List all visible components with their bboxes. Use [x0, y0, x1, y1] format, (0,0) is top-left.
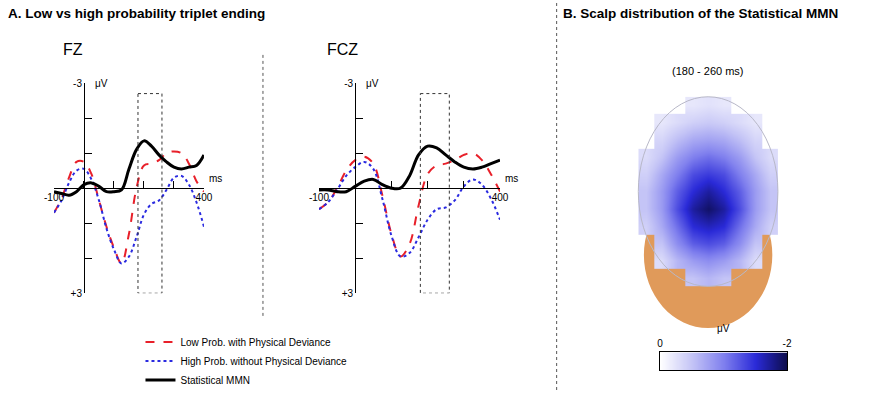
svg-text:+3: +3: [342, 288, 354, 299]
svg-text:μV: μV: [366, 78, 379, 89]
svg-text:-2: -2: [783, 338, 792, 349]
html-text:A. Low vs high probability tri: A. Low vs high probability triplet endin…: [8, 6, 266, 21]
svg-text:-100: -100: [309, 192, 329, 203]
svg-text:FZ: FZ: [63, 41, 83, 58]
svg-text:-3: -3: [73, 78, 82, 89]
svg-text:ms: ms: [505, 173, 518, 184]
svg-text:FCZ: FCZ: [327, 41, 358, 58]
svg-text:+3: +3: [71, 288, 83, 299]
svg-text:High Prob. without Physical De: High Prob. without Physical Deviance: [180, 356, 347, 367]
svg-text:400: 400: [492, 192, 509, 203]
html-text:B. Scalp distribution of the S: B. Scalp distribution of the Statistical…: [563, 6, 839, 21]
svg-text:-3: -3: [344, 78, 353, 89]
svg-text:0: 0: [657, 338, 663, 349]
svg-text:-100: -100: [44, 192, 64, 203]
svg-text:μV: μV: [95, 78, 108, 89]
svg-text:Low Prob. with Physical Devian: Low Prob. with Physical Deviance: [180, 337, 331, 348]
svg-text:μV: μV: [717, 323, 730, 334]
svg-text:Statistical MMN: Statistical MMN: [180, 375, 249, 386]
svg-text:(180 - 260 ms): (180 - 260 ms): [672, 65, 744, 77]
svg-text:400: 400: [196, 192, 213, 203]
svg-text:ms: ms: [209, 173, 222, 184]
